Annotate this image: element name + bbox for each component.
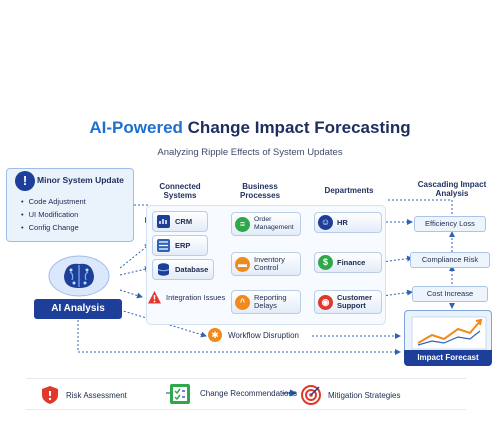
title-accent: AI-Powered bbox=[89, 118, 183, 137]
integration-issues-label: Integration Issues bbox=[166, 292, 226, 302]
process-label: Reporting Delays bbox=[254, 293, 287, 310]
target-icon bbox=[301, 385, 321, 405]
bottom-bar bbox=[26, 378, 466, 410]
list-item: UI Modification bbox=[21, 210, 86, 223]
crm-icon bbox=[157, 215, 170, 228]
process-label: Order Management bbox=[254, 216, 294, 231]
people-icon: ☺ bbox=[318, 215, 333, 230]
impact-forecast-label: Impact Forecast bbox=[404, 350, 492, 366]
dept-label: HR bbox=[337, 217, 348, 227]
list-item: Config Change bbox=[21, 223, 86, 236]
change-recommendations-label: Change Recommendations bbox=[200, 389, 297, 398]
system-label: Database bbox=[175, 264, 209, 274]
warning-icon bbox=[148, 291, 161, 304]
dept-finance: $ Finance bbox=[314, 252, 382, 273]
dept-label: Finance bbox=[337, 257, 366, 267]
alert-icon: ! bbox=[15, 171, 35, 191]
system-database: Database bbox=[152, 259, 214, 280]
shield-alert-icon bbox=[42, 386, 58, 404]
caret-up-icon: ^ bbox=[235, 294, 250, 310]
risk-assessment-label: Risk Assessment bbox=[66, 390, 127, 400]
brain-icon bbox=[48, 255, 110, 297]
dept-label: Customer Support bbox=[337, 293, 373, 310]
column-head-cascading: Cascading Impact Analysis bbox=[417, 180, 487, 198]
minor-update-box: ! Minor System Update Code Adjustment UI… bbox=[6, 168, 134, 242]
workflow-disruption: ✱ Workflow Disruption bbox=[208, 328, 299, 342]
gear-icon: ✱ bbox=[208, 328, 222, 342]
cascade-efficiency-loss: Efficiency Loss bbox=[414, 216, 486, 232]
mitigation-strategies-label: Mitigation Strategies bbox=[328, 390, 401, 400]
column-head-departments: Departments bbox=[324, 186, 374, 195]
dept-customer-support: ◉ Customer Support bbox=[314, 290, 382, 314]
integration-issues: Integration Issues bbox=[144, 287, 228, 308]
system-label: CRM bbox=[175, 216, 193, 226]
erp-icon bbox=[157, 239, 170, 252]
minor-update-title: Minor System Update bbox=[37, 175, 124, 185]
column-head-processes: Business Processes bbox=[239, 182, 281, 200]
cascade-compliance-risk: Compliance Risk bbox=[410, 252, 490, 268]
minor-update-list: Code Adjustment UI Modification Config C… bbox=[21, 197, 86, 236]
page-title: AI-Powered Change Impact Forecasting bbox=[0, 118, 500, 138]
list-item: Code Adjustment bbox=[21, 197, 86, 210]
trend-chart-icon bbox=[411, 316, 487, 350]
system-label: ERP bbox=[175, 240, 191, 250]
checklist-icon bbox=[170, 384, 190, 404]
clipboard-icon: ≡ bbox=[235, 216, 250, 232]
ai-analysis-label: AI Analysis bbox=[34, 299, 122, 319]
dollar-icon: $ bbox=[318, 255, 333, 270]
workflow-disruption-label: Workflow Disruption bbox=[228, 330, 299, 340]
process-inventory-control: ▬ Inventory Control bbox=[231, 252, 301, 276]
headset-icon: ◉ bbox=[318, 294, 333, 310]
truck-icon: ▬ bbox=[235, 256, 250, 272]
mitigation-strategies: Mitigation Strategies bbox=[300, 384, 400, 406]
database-icon bbox=[157, 263, 170, 276]
system-erp: ERP bbox=[152, 235, 208, 256]
column-head-systems: Connected Systems bbox=[159, 182, 201, 200]
system-crm: CRM bbox=[152, 211, 208, 232]
page-subtitle: Analyzing Ripple Effects of System Updat… bbox=[157, 147, 343, 158]
process-label: Inventory Control bbox=[254, 255, 285, 272]
title-rest: Change Impact Forecasting bbox=[187, 118, 411, 137]
cascade-cost-increase: Cost Increase bbox=[412, 286, 488, 302]
process-order-management: ≡ Order Management bbox=[231, 212, 301, 236]
change-recommendations: Change Recommendations bbox=[168, 382, 297, 406]
dept-hr: ☺ HR bbox=[314, 212, 382, 233]
process-reporting-delays: ^ Reporting Delays bbox=[231, 290, 301, 314]
risk-assessment: Risk Assessment bbox=[40, 385, 127, 405]
